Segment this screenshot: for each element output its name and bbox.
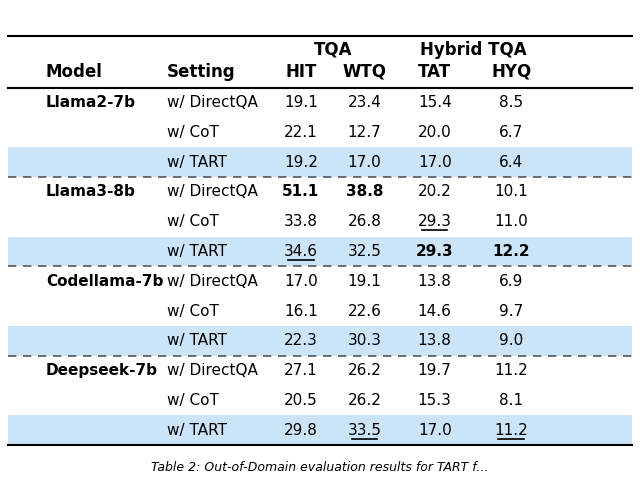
- Text: 19.7: 19.7: [418, 363, 452, 378]
- Text: 20.0: 20.0: [418, 125, 452, 140]
- Text: w/ CoT: w/ CoT: [167, 304, 219, 319]
- Text: 17.0: 17.0: [348, 155, 381, 170]
- Text: Llama3-8b: Llama3-8b: [46, 185, 136, 199]
- Text: w/ TART: w/ TART: [167, 244, 227, 259]
- Text: Table 2: Out-of-Domain evaluation results for TART f...: Table 2: Out-of-Domain evaluation result…: [151, 461, 489, 474]
- Text: TAT: TAT: [418, 63, 451, 81]
- Text: 29.3: 29.3: [418, 214, 452, 229]
- Text: 22.3: 22.3: [284, 333, 318, 349]
- Text: 20.2: 20.2: [418, 185, 452, 199]
- Text: 19.1: 19.1: [348, 274, 381, 289]
- Text: 22.1: 22.1: [284, 125, 317, 140]
- Text: 27.1: 27.1: [284, 363, 317, 378]
- Text: 19.1: 19.1: [284, 95, 318, 110]
- Text: 8.5: 8.5: [499, 95, 524, 110]
- Text: 51.1: 51.1: [282, 185, 319, 199]
- Text: 8.1: 8.1: [499, 393, 524, 408]
- Text: 11.2: 11.2: [494, 423, 528, 438]
- Text: 9.0: 9.0: [499, 333, 524, 349]
- Bar: [8, 237, 632, 266]
- Text: 33.5: 33.5: [348, 423, 381, 438]
- Text: 17.0: 17.0: [418, 423, 452, 438]
- Text: 13.8: 13.8: [418, 333, 452, 349]
- Text: 38.8: 38.8: [346, 185, 383, 199]
- Text: 11.2: 11.2: [494, 363, 528, 378]
- Text: w/ CoT: w/ CoT: [167, 125, 219, 140]
- Text: 16.1: 16.1: [284, 304, 318, 319]
- Text: 26.2: 26.2: [348, 363, 381, 378]
- Text: 30.3: 30.3: [348, 333, 381, 349]
- Text: 26.8: 26.8: [348, 214, 381, 229]
- Bar: [8, 147, 632, 177]
- Text: 14.6: 14.6: [418, 304, 452, 319]
- Text: w/ TART: w/ TART: [167, 333, 227, 349]
- Text: Codellama-7b: Codellama-7b: [46, 274, 163, 289]
- Text: 10.1: 10.1: [494, 185, 528, 199]
- Text: 17.0: 17.0: [284, 274, 317, 289]
- Text: w/ DirectQA: w/ DirectQA: [167, 185, 258, 199]
- Text: 20.5: 20.5: [284, 393, 317, 408]
- Text: WTQ: WTQ: [342, 63, 387, 81]
- Text: 26.2: 26.2: [348, 393, 381, 408]
- Text: 23.4: 23.4: [348, 95, 381, 110]
- Text: 13.8: 13.8: [418, 274, 452, 289]
- Text: w/ DirectQA: w/ DirectQA: [167, 363, 258, 378]
- Text: w/ DirectQA: w/ DirectQA: [167, 95, 258, 110]
- Text: 29.8: 29.8: [284, 423, 318, 438]
- Text: Hybrid TQA: Hybrid TQA: [420, 41, 526, 59]
- Text: 15.3: 15.3: [418, 393, 452, 408]
- Text: 17.0: 17.0: [418, 155, 452, 170]
- Text: w/ CoT: w/ CoT: [167, 393, 219, 408]
- Text: 6.4: 6.4: [499, 155, 524, 170]
- Text: 11.0: 11.0: [494, 214, 528, 229]
- Text: 32.5: 32.5: [348, 244, 381, 259]
- Text: HYQ: HYQ: [491, 63, 531, 81]
- Text: w/ DirectQA: w/ DirectQA: [167, 274, 258, 289]
- Text: Deepseek-7b: Deepseek-7b: [46, 363, 158, 378]
- Text: 33.8: 33.8: [284, 214, 318, 229]
- Text: 29.3: 29.3: [416, 244, 454, 259]
- Text: 19.2: 19.2: [284, 155, 318, 170]
- Text: 34.6: 34.6: [284, 244, 318, 259]
- Text: 12.7: 12.7: [348, 125, 381, 140]
- Text: 6.7: 6.7: [499, 125, 524, 140]
- Text: HIT: HIT: [285, 63, 317, 81]
- Text: 12.2: 12.2: [492, 244, 530, 259]
- Text: 9.7: 9.7: [499, 304, 524, 319]
- Bar: [8, 416, 632, 445]
- Text: Setting: Setting: [167, 63, 236, 81]
- Bar: [8, 326, 632, 356]
- Text: w/ CoT: w/ CoT: [167, 214, 219, 229]
- Text: w/ TART: w/ TART: [167, 423, 227, 438]
- Text: Llama2-7b: Llama2-7b: [46, 95, 136, 110]
- Text: Model: Model: [46, 63, 103, 81]
- Text: 15.4: 15.4: [418, 95, 452, 110]
- Text: 6.9: 6.9: [499, 274, 524, 289]
- Text: 22.6: 22.6: [348, 304, 381, 319]
- Text: w/ TART: w/ TART: [167, 155, 227, 170]
- Text: TQA: TQA: [314, 41, 352, 59]
